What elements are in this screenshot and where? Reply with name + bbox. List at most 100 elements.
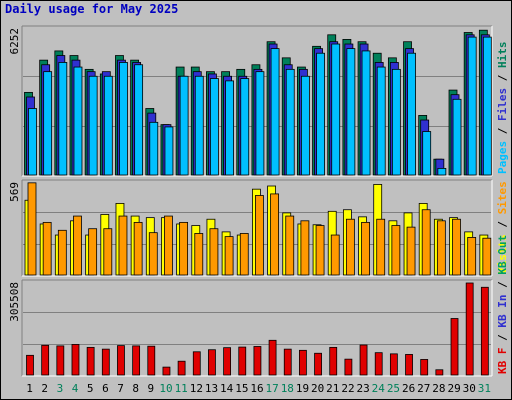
day-label: 8 [132, 382, 139, 395]
day-label: 5 [87, 382, 94, 395]
day-label: 26 [402, 382, 415, 395]
kb-bar [329, 346, 338, 376]
sites-bar [239, 233, 249, 276]
sites-bar [42, 221, 52, 276]
day-label: 22 [341, 382, 354, 395]
legend-middle: Visits / Sites [496, 181, 509, 274]
day-label: 2 [41, 382, 48, 395]
chart-title: Daily usage for May 2025 [5, 2, 179, 16]
day-label: 13 [205, 382, 218, 395]
pages-bar [346, 48, 356, 176]
pages-bar [331, 43, 341, 176]
day-label: 3 [57, 382, 64, 395]
legend-top: Pages / Files / Hits [496, 42, 509, 175]
kb-bar [314, 352, 322, 376]
sites-bar [164, 215, 173, 276]
pages-bar [391, 68, 401, 176]
day-label: 10 [159, 382, 172, 395]
pages-bar [285, 68, 295, 176]
day-label: 29 [447, 382, 460, 395]
day-label: 11 [175, 382, 188, 395]
day-label: 17 [266, 382, 279, 395]
kb-bar [86, 346, 95, 376]
sites-bar [148, 232, 158, 276]
sites-bar [194, 233, 204, 276]
kb-bar [465, 282, 474, 376]
day-label: 31 [478, 382, 491, 395]
kb-bar [344, 358, 353, 376]
sites-bar [118, 215, 128, 276]
pages-bar [210, 78, 219, 176]
pages-bar [376, 66, 386, 176]
sites-bar [179, 221, 189, 276]
day-label: 25 [387, 382, 400, 395]
day-label: 15 [235, 382, 248, 395]
pages-bar [452, 98, 462, 176]
sites-bar [255, 195, 264, 276]
pages-bar [43, 71, 53, 176]
kb-bar [420, 359, 429, 376]
max-label-middle: 569 [8, 182, 21, 202]
sites-bar [467, 237, 477, 276]
pages-bar [179, 75, 189, 176]
sites-bar [452, 218, 461, 276]
pages-bar [361, 50, 371, 176]
pages-bar [73, 66, 83, 176]
day-label: 1 [26, 382, 33, 395]
sites-bar [57, 229, 67, 276]
kb-bar [405, 354, 413, 376]
pages-bar [255, 71, 265, 176]
day-label: 18 [281, 382, 294, 395]
day-label: 7 [117, 382, 124, 395]
kb-bar [41, 344, 50, 376]
pages-bar [28, 108, 37, 176]
kb-bar [268, 339, 277, 376]
day-label: 21 [326, 382, 339, 395]
kb-bar [162, 366, 171, 376]
day-label: 14 [220, 382, 234, 395]
kb-bar [56, 345, 65, 376]
kb-bar [101, 348, 110, 376]
pages-bar [437, 167, 447, 176]
kb-bar [299, 349, 307, 376]
kb-bar [253, 346, 262, 376]
sites-bar [406, 226, 416, 276]
kb-bar [480, 286, 489, 376]
sites-bar [285, 215, 295, 276]
sites-bar [300, 220, 310, 276]
pages-bar [407, 52, 416, 176]
pages-bar [58, 62, 68, 176]
pages-bar [422, 131, 432, 176]
day-label: 30 [463, 382, 476, 395]
day-label: 23 [357, 382, 370, 395]
sites-bar [133, 221, 143, 276]
kb-bar [117, 345, 125, 376]
pages-bar [301, 75, 310, 176]
kb-bar [177, 360, 186, 376]
sites-bar [345, 218, 355, 276]
pages-bar [225, 80, 234, 176]
sites-bar [421, 209, 431, 276]
kb-bar [238, 346, 247, 376]
day-label: 4 [72, 382, 79, 395]
sites-bar [73, 215, 82, 276]
kb-bar [435, 369, 444, 376]
sites-bar [27, 182, 37, 276]
kb-bar [192, 351, 201, 376]
sites-bar [224, 236, 234, 276]
pages-bar [119, 62, 128, 176]
kb-bar [359, 344, 368, 376]
kb-bar [450, 318, 459, 376]
sites-bar [270, 193, 279, 276]
day-label: 24 [372, 382, 386, 395]
day-label: 6 [102, 382, 109, 395]
pages-bar [467, 36, 477, 176]
pages-bar [482, 36, 492, 176]
sites-bar [209, 228, 219, 276]
sites-bar [361, 221, 370, 276]
pages-bar [103, 75, 113, 176]
sites-bar [376, 218, 386, 276]
kb-bar [147, 345, 156, 376]
sites-bar [391, 225, 401, 276]
kb-bar [132, 345, 141, 376]
